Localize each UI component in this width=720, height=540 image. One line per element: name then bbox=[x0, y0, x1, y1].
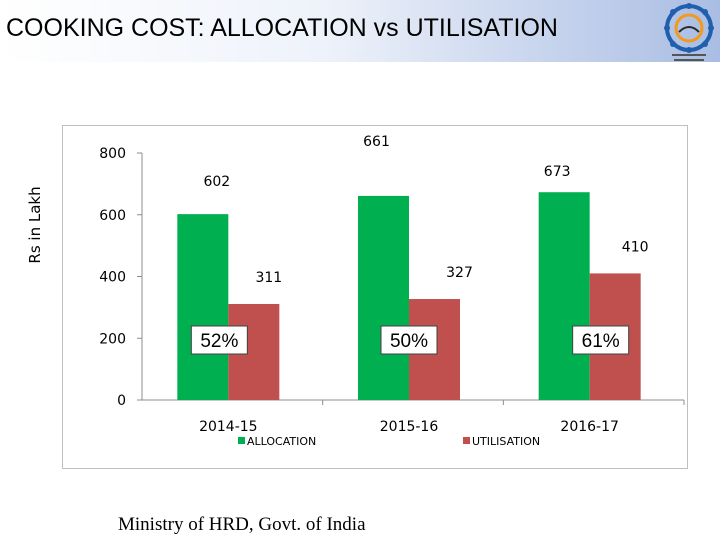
allocation-value-label: 673 bbox=[544, 164, 571, 180]
y-tick-label: 200 bbox=[99, 331, 126, 347]
utilisation-value-label: 311 bbox=[255, 270, 282, 286]
footer-ministry: Ministry of HRD, Govt. of India bbox=[118, 514, 366, 535]
utilisation-percent-label: 52% bbox=[200, 331, 238, 352]
legend-allocation-label: ALLOCATION bbox=[247, 435, 316, 448]
legend-utilisation-swatch bbox=[463, 437, 470, 444]
allocation-value-label: 661 bbox=[363, 134, 390, 150]
utilisation-percent-label: 61% bbox=[582, 331, 620, 352]
allocation-value-label: 602 bbox=[203, 174, 230, 190]
legend-allocation-swatch bbox=[238, 437, 245, 444]
utilisation-value-label: 410 bbox=[622, 239, 649, 255]
utilisation-percent-box bbox=[572, 325, 630, 355]
y-tick-label: 0 bbox=[117, 393, 126, 409]
allocation-bar bbox=[177, 214, 229, 400]
allocation-bar bbox=[538, 192, 590, 400]
allocation-bar bbox=[358, 195, 409, 400]
y-tick-label: 400 bbox=[99, 270, 126, 286]
x-tick-label: 2016-17 bbox=[560, 419, 619, 435]
utilisation-percent-box bbox=[380, 325, 438, 355]
y-tick-label: 800 bbox=[99, 146, 126, 162]
title-bar: COOKING COST: ALLOCATION vs UTILISATION bbox=[0, 0, 720, 62]
utilisation-percent-label: 50% bbox=[390, 331, 428, 352]
x-tick-label: 2015-16 bbox=[380, 419, 439, 435]
utilisation-value-label: 327 bbox=[446, 265, 473, 281]
slide-title: COOKING COST: ALLOCATION vs UTILISATION bbox=[6, 14, 558, 42]
ministry-emblem-icon bbox=[664, 3, 714, 61]
utilisation-percent-box bbox=[190, 325, 248, 355]
legend-utilisation-label: UTILISATION bbox=[472, 435, 540, 448]
y-tick-label: 600 bbox=[99, 208, 126, 224]
x-tick-label: 2014-15 bbox=[199, 419, 258, 435]
